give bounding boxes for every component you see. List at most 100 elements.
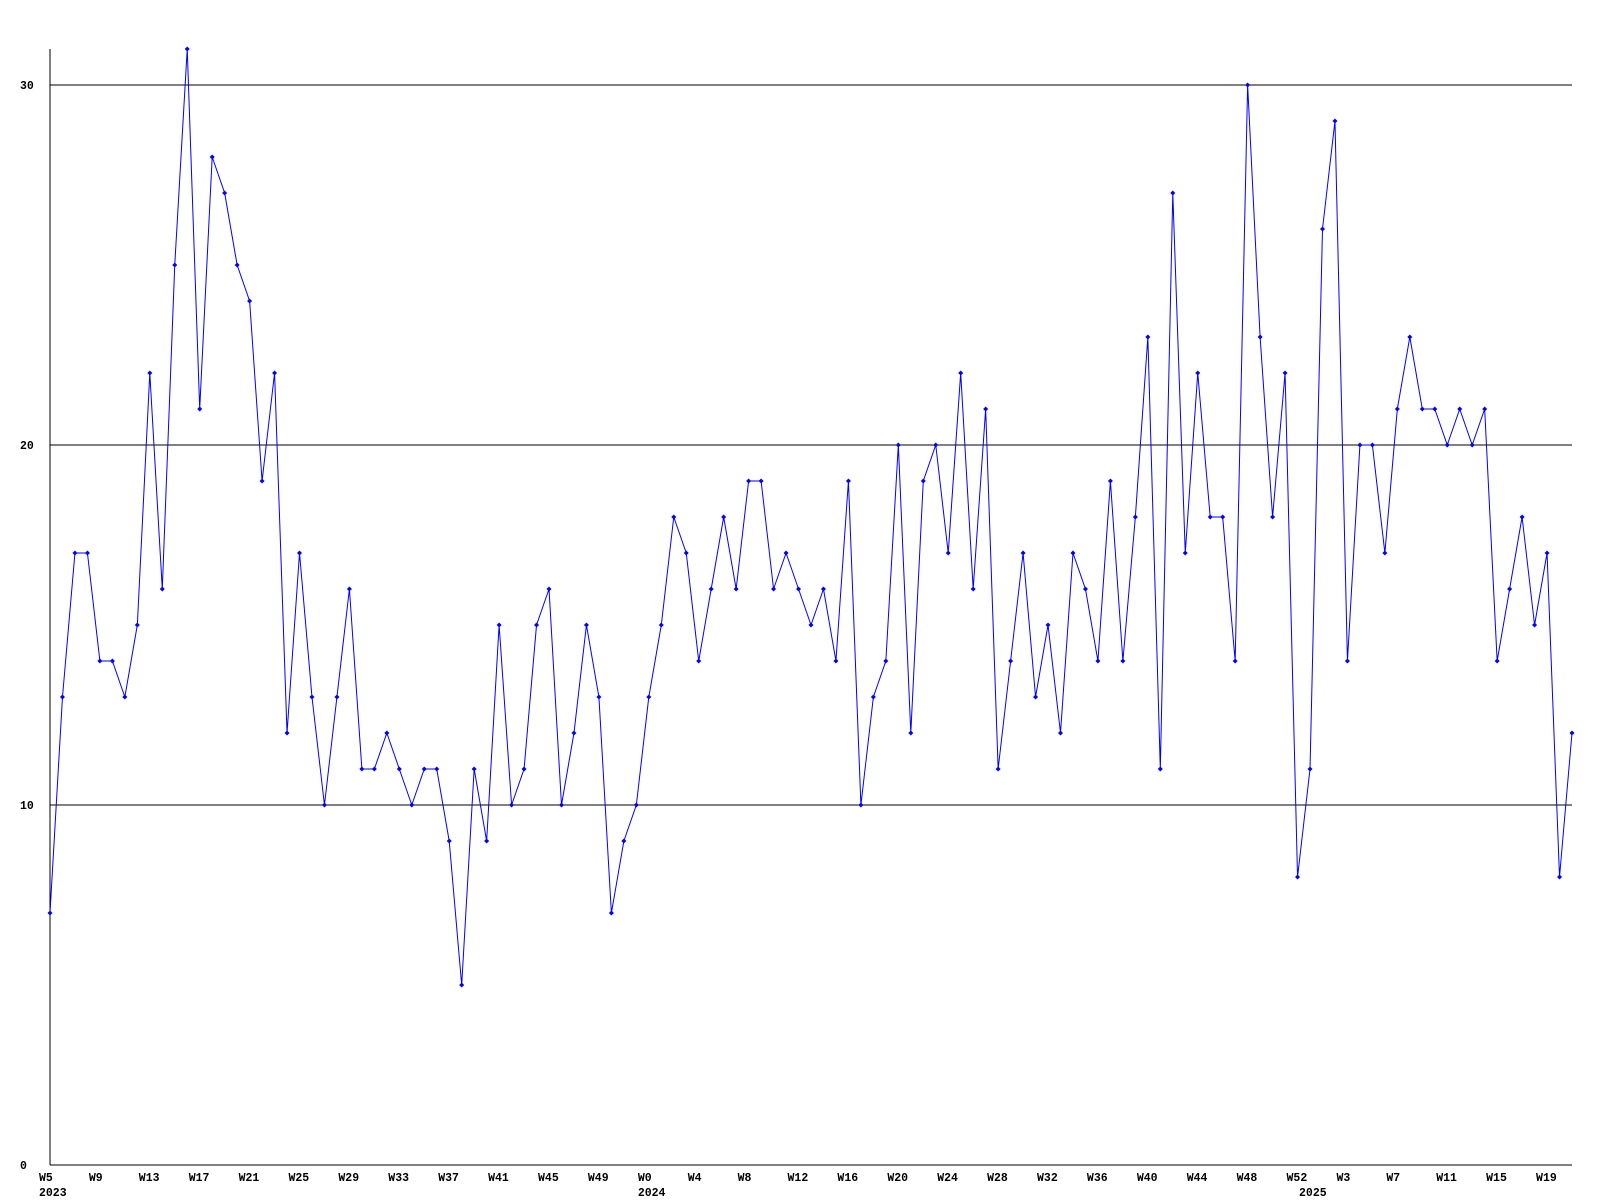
x-tick-label: W40 — [1137, 1172, 1158, 1185]
point — [658, 622, 664, 628]
point — [1494, 658, 1500, 664]
point — [59, 694, 65, 700]
point — [284, 730, 290, 736]
point — [1419, 406, 1425, 412]
x-tick-label: W41 — [488, 1172, 509, 1185]
x-year-label: 2025 — [1299, 1187, 1327, 1200]
point — [147, 370, 153, 376]
x-tick-label: W28 — [987, 1172, 1008, 1185]
point — [571, 730, 577, 736]
point — [1482, 406, 1488, 412]
point — [446, 838, 452, 844]
point — [945, 550, 951, 556]
point — [509, 802, 515, 808]
point — [334, 694, 340, 700]
point — [496, 622, 502, 628]
point — [1357, 442, 1363, 448]
point — [371, 766, 377, 772]
x-tick-label: W20 — [887, 1172, 908, 1185]
point — [683, 550, 689, 556]
point — [1407, 334, 1413, 340]
point — [471, 766, 477, 772]
x-year-label: 2024 — [638, 1187, 666, 1200]
point — [247, 298, 253, 304]
point — [870, 694, 876, 700]
y-tick-label: 0 — [20, 1160, 27, 1173]
x-tick-label: W0 — [638, 1172, 652, 1185]
point — [197, 406, 203, 412]
point — [309, 694, 315, 700]
point — [1082, 586, 1088, 592]
point — [409, 802, 415, 808]
point — [758, 478, 764, 484]
point — [995, 766, 1001, 772]
point — [546, 586, 552, 592]
x-tick-label: W24 — [937, 1172, 958, 1185]
point — [721, 514, 727, 520]
point — [1507, 586, 1513, 592]
y-tick-label: 30 — [20, 80, 34, 93]
point — [1245, 82, 1251, 88]
point — [209, 154, 215, 160]
point — [696, 658, 702, 664]
point — [1532, 622, 1538, 628]
x-tick-label: W3 — [1336, 1172, 1350, 1185]
x-tick-label: W37 — [438, 1172, 459, 1185]
x-tick-label: W33 — [388, 1172, 409, 1185]
x-tick-label: W49 — [588, 1172, 609, 1185]
point — [47, 910, 53, 916]
point — [272, 370, 278, 376]
point — [1394, 406, 1400, 412]
x-tick-label: W16 — [837, 1172, 858, 1185]
point — [1170, 190, 1176, 196]
point — [1132, 514, 1138, 520]
point — [1033, 694, 1039, 700]
x-tick-label: W5 — [39, 1172, 53, 1185]
point — [808, 622, 814, 628]
point — [1282, 370, 1288, 376]
point — [621, 838, 627, 844]
point — [1557, 874, 1563, 880]
point — [558, 802, 564, 808]
point — [484, 838, 490, 844]
point — [671, 514, 677, 520]
x-tick-label: W45 — [538, 1172, 559, 1185]
x-tick-label: W36 — [1087, 1172, 1108, 1185]
point — [646, 694, 652, 700]
point — [771, 586, 777, 592]
point — [97, 658, 103, 664]
point — [933, 442, 939, 448]
point — [708, 586, 714, 592]
x-tick-label: W44 — [1187, 1172, 1208, 1185]
point — [1120, 658, 1126, 664]
point — [633, 802, 639, 808]
point — [1145, 334, 1151, 340]
point — [84, 550, 90, 556]
x-tick-label: W19 — [1536, 1172, 1557, 1185]
point — [459, 982, 465, 988]
point — [1519, 514, 1525, 520]
point — [1307, 766, 1313, 772]
point — [1207, 514, 1213, 520]
point — [72, 550, 78, 556]
x-tick-label: W29 — [338, 1172, 359, 1185]
point — [1432, 406, 1438, 412]
point — [1295, 874, 1301, 880]
point — [1444, 442, 1450, 448]
point — [172, 262, 178, 268]
point — [1319, 226, 1325, 232]
point — [184, 46, 190, 52]
point — [1569, 730, 1575, 736]
x-tick-label: W8 — [738, 1172, 752, 1185]
point — [222, 190, 228, 196]
point — [1469, 442, 1475, 448]
point — [1157, 766, 1163, 772]
point — [746, 478, 752, 484]
point — [1107, 478, 1113, 484]
point — [1232, 658, 1238, 664]
point — [421, 766, 427, 772]
point — [608, 910, 614, 916]
x-tick-label: W52 — [1287, 1172, 1308, 1185]
point — [1270, 514, 1276, 520]
